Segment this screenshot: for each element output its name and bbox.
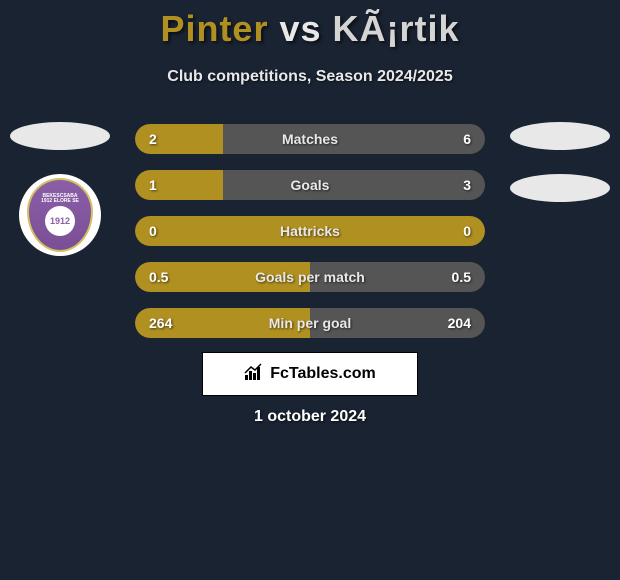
chart-icon (244, 363, 264, 386)
stat-value-left: 2 (149, 131, 157, 147)
stat-value-left: 264 (149, 315, 172, 331)
vs-text: vs (279, 8, 321, 49)
left-column: BEKESCSABA 1912 ELORE SE 1912 (10, 122, 110, 256)
player1-placeholder-oval (10, 122, 110, 150)
stat-bar-right (223, 124, 486, 154)
stat-value-right: 0.5 (452, 269, 471, 285)
stat-bars: 2 Matches 6 1 Goals 3 0 Hattricks 0 0.5 Goals per … (135, 124, 485, 354)
club-badge: BEKESCSABA 1912 ELORE SE 1912 (19, 174, 101, 256)
badge-line2: 1912 ELORE SE (41, 199, 79, 204)
stat-label: Min per goal (269, 315, 351, 331)
stat-value-left: 0 (149, 223, 157, 239)
player1-name: Pinter (160, 8, 268, 49)
stat-value-right: 204 (448, 315, 471, 331)
right-column (510, 122, 610, 226)
stat-row: 264 Min per goal 204 (135, 308, 485, 338)
club-badge-shield: BEKESCSABA 1912 ELORE SE 1912 (27, 178, 93, 252)
stat-label: Goals (291, 177, 330, 193)
player2-placeholder-oval-1 (510, 122, 610, 150)
stat-value-right: 3 (463, 177, 471, 193)
stat-value-right: 0 (463, 223, 471, 239)
stat-label: Hattricks (280, 223, 340, 239)
stat-value-right: 6 (463, 131, 471, 147)
attribution-text: FcTables.com (270, 365, 376, 383)
stat-row: 0 Hattricks 0 (135, 216, 485, 246)
player2-name: KÃ¡rtik (333, 8, 460, 49)
subtitle: Club competitions, Season 2024/2025 (0, 68, 620, 86)
attribution-box[interactable]: FcTables.com (202, 352, 418, 396)
stat-row: 1 Goals 3 (135, 170, 485, 200)
stat-label: Goals per match (255, 269, 365, 285)
stat-row: 0.5 Goals per match 0.5 (135, 262, 485, 292)
stat-value-left: 0.5 (149, 269, 168, 285)
page-title: Pinter vs KÃ¡rtik (0, 0, 620, 50)
stat-value-left: 1 (149, 177, 157, 193)
stat-bar-right (223, 170, 486, 200)
date-text: 1 october 2024 (254, 408, 366, 426)
player2-placeholder-oval-2 (510, 174, 610, 202)
stat-label: Matches (282, 131, 338, 147)
stat-row: 2 Matches 6 (135, 124, 485, 154)
badge-year: 1912 (45, 206, 75, 236)
